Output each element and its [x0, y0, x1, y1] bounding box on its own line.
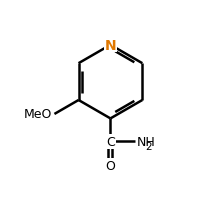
Text: MeO: MeO — [24, 108, 53, 121]
Text: N: N — [105, 39, 116, 52]
Text: 2: 2 — [145, 141, 152, 151]
Text: O: O — [105, 159, 115, 172]
Text: NH: NH — [136, 135, 155, 148]
Text: C: C — [106, 135, 115, 148]
